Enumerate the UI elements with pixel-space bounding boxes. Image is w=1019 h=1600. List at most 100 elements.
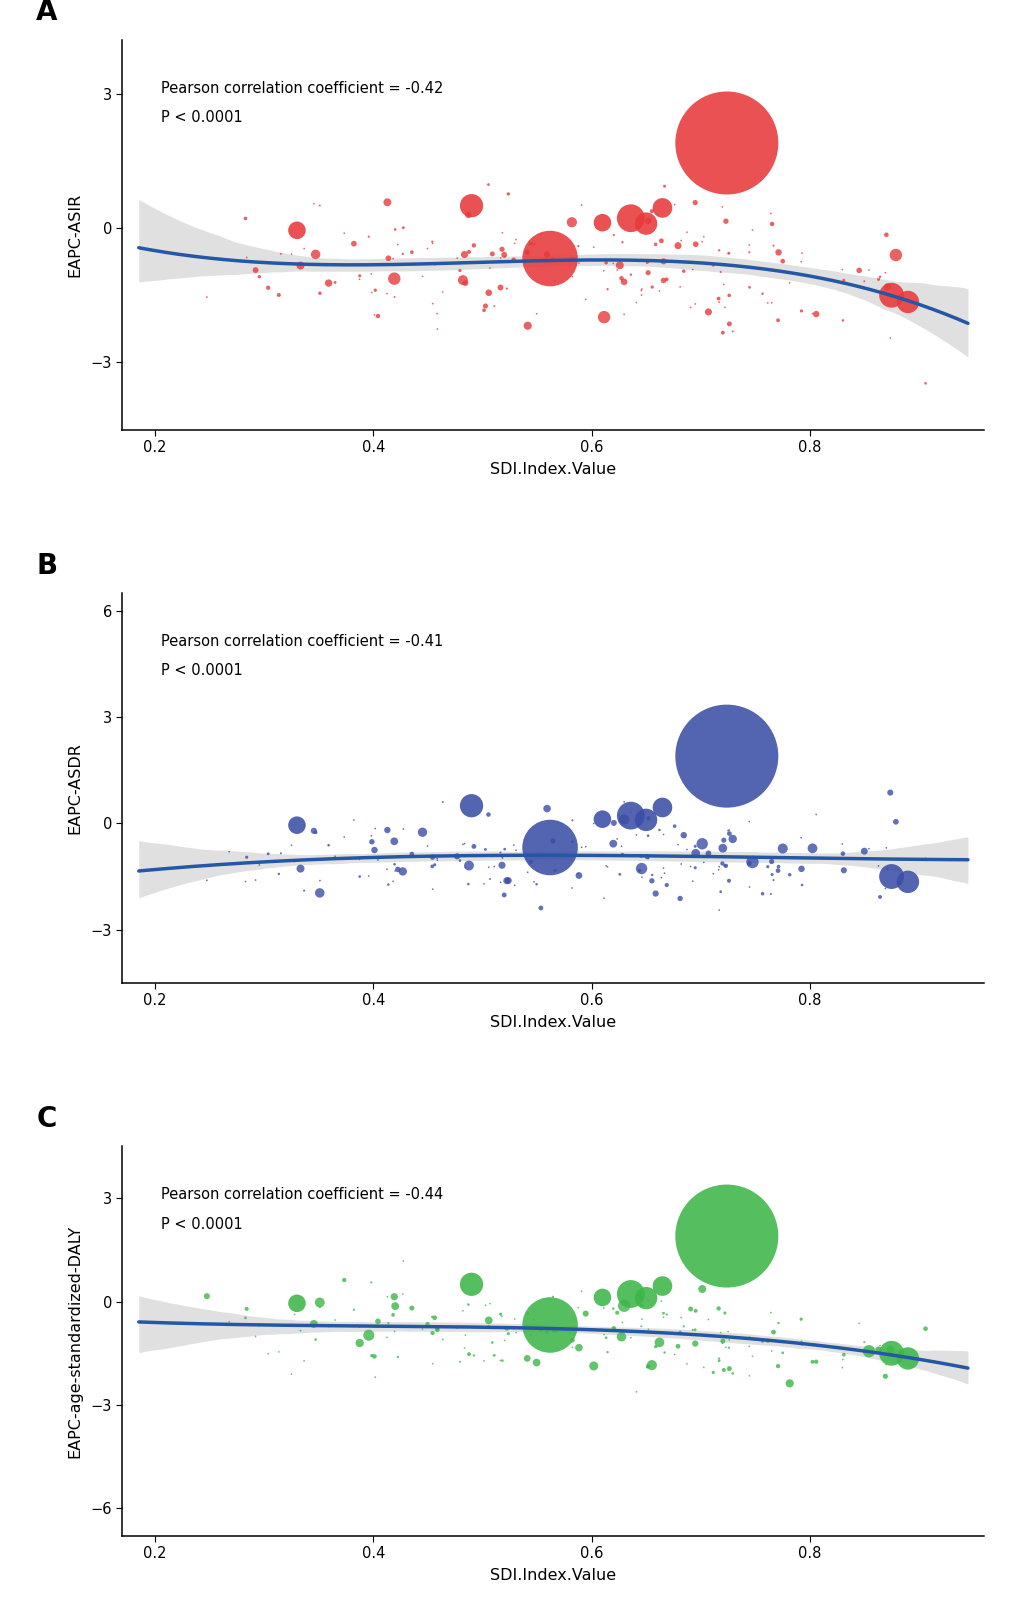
Point bbox=[679, 837, 695, 862]
Point bbox=[682, 854, 698, 880]
Point bbox=[386, 829, 403, 854]
Point bbox=[546, 269, 562, 294]
Point bbox=[741, 240, 757, 266]
Point bbox=[710, 1347, 727, 1373]
Point bbox=[710, 286, 727, 312]
Point bbox=[612, 1323, 629, 1349]
Point bbox=[887, 242, 903, 267]
Point bbox=[327, 269, 343, 294]
Point bbox=[505, 832, 522, 858]
Point bbox=[361, 864, 377, 890]
Point bbox=[653, 195, 669, 221]
X-axis label: SDI.Index.Value: SDI.Index.Value bbox=[490, 462, 615, 477]
Point bbox=[306, 1310, 322, 1336]
Point bbox=[363, 1269, 379, 1294]
Point bbox=[492, 1347, 508, 1373]
Point bbox=[834, 830, 850, 856]
Point bbox=[352, 1314, 368, 1339]
Point bbox=[639, 250, 655, 275]
Point bbox=[306, 190, 322, 216]
Point bbox=[312, 867, 328, 893]
Point bbox=[684, 869, 700, 894]
Point bbox=[564, 1315, 580, 1341]
Point bbox=[781, 270, 797, 296]
Point bbox=[669, 234, 686, 259]
Point bbox=[538, 795, 554, 821]
Point bbox=[835, 1342, 851, 1368]
Text: P < 0.0001: P < 0.0001 bbox=[160, 1216, 243, 1232]
Point bbox=[651, 1330, 667, 1355]
Point bbox=[419, 834, 435, 859]
Point bbox=[499, 181, 516, 206]
Point bbox=[633, 277, 649, 302]
Point bbox=[573, 1278, 589, 1304]
Point bbox=[769, 858, 786, 883]
Point bbox=[717, 1334, 734, 1360]
Point bbox=[199, 867, 215, 893]
Point bbox=[712, 259, 729, 285]
Point bbox=[389, 232, 406, 258]
Point bbox=[460, 1291, 476, 1317]
Point bbox=[675, 822, 691, 848]
Point bbox=[571, 250, 587, 275]
Point bbox=[615, 789, 632, 814]
Point bbox=[651, 818, 667, 843]
Point bbox=[476, 870, 492, 896]
Point bbox=[320, 1314, 336, 1339]
Point bbox=[769, 307, 786, 333]
Point bbox=[270, 1339, 286, 1365]
Point bbox=[762, 882, 779, 907]
Point bbox=[522, 1322, 538, 1347]
Point bbox=[519, 1301, 535, 1326]
Point bbox=[366, 302, 382, 328]
Point bbox=[792, 826, 808, 851]
Point bbox=[251, 853, 267, 878]
Point bbox=[633, 1307, 649, 1333]
Point bbox=[484, 1330, 500, 1355]
Point bbox=[424, 291, 440, 317]
Point bbox=[386, 266, 403, 291]
Point bbox=[834, 842, 850, 867]
Point bbox=[296, 235, 312, 261]
Point bbox=[519, 314, 535, 339]
Point bbox=[595, 885, 611, 910]
Point bbox=[454, 1298, 471, 1323]
Point bbox=[260, 275, 276, 301]
Point bbox=[623, 262, 639, 288]
Point bbox=[394, 816, 411, 842]
Point bbox=[451, 258, 468, 283]
Point bbox=[882, 1341, 899, 1366]
Point bbox=[637, 211, 653, 237]
Point bbox=[763, 211, 780, 237]
Point bbox=[286, 848, 303, 874]
Point bbox=[687, 1298, 703, 1323]
Point bbox=[605, 1315, 622, 1341]
Point bbox=[221, 1309, 237, 1334]
Point bbox=[311, 192, 327, 218]
Point bbox=[370, 304, 386, 330]
Point bbox=[714, 1328, 731, 1354]
Point bbox=[773, 248, 790, 274]
Point bbox=[352, 1330, 368, 1355]
Point bbox=[526, 232, 542, 258]
Point bbox=[448, 1315, 465, 1341]
Point bbox=[720, 1355, 737, 1381]
Point bbox=[426, 253, 442, 278]
Point bbox=[647, 232, 663, 258]
Point bbox=[717, 853, 734, 878]
Point bbox=[877, 1352, 894, 1378]
Point bbox=[270, 861, 286, 886]
Point bbox=[633, 1314, 649, 1339]
Point bbox=[364, 280, 380, 306]
Point bbox=[687, 834, 703, 859]
Point bbox=[494, 219, 511, 245]
Point bbox=[466, 834, 482, 859]
Point bbox=[522, 850, 538, 875]
Point bbox=[424, 230, 440, 256]
Point bbox=[320, 270, 336, 296]
Point bbox=[855, 838, 871, 864]
Point bbox=[869, 1338, 886, 1363]
Point bbox=[613, 229, 630, 254]
Point bbox=[378, 1325, 394, 1350]
Point bbox=[658, 267, 675, 293]
